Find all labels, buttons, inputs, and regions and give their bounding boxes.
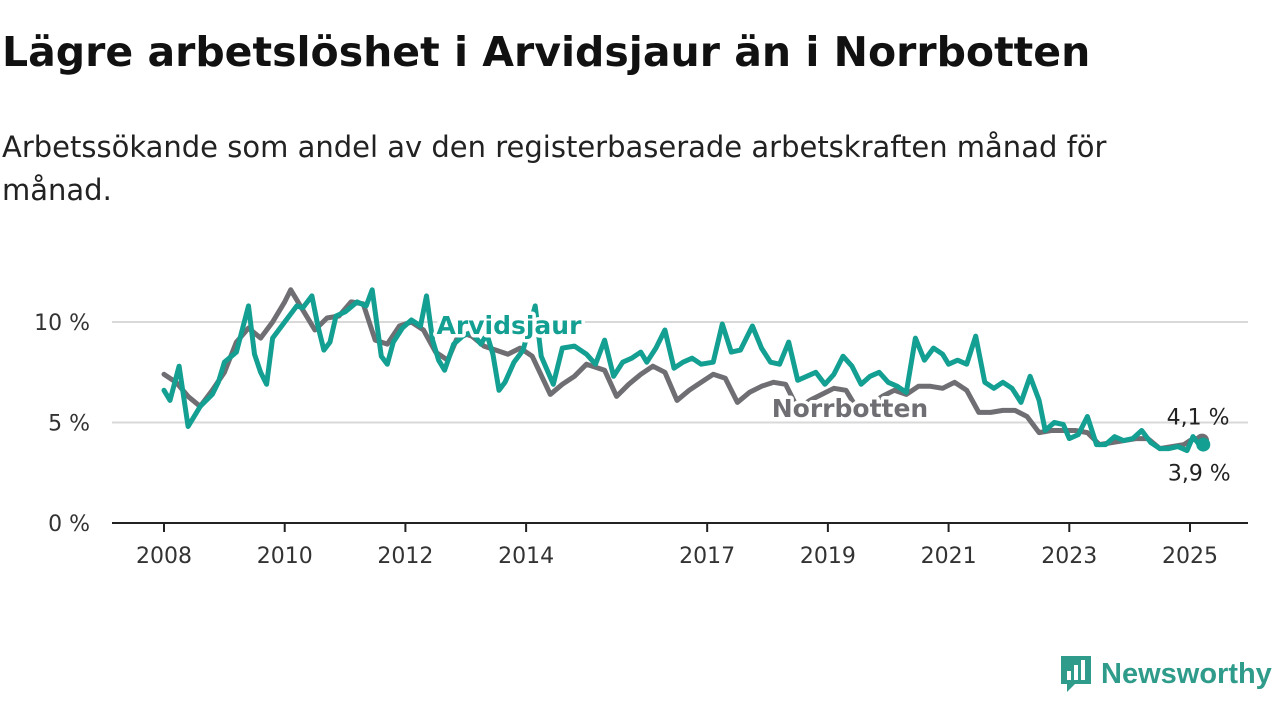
series-end-point-arvidsjaur (1196, 437, 1211, 452)
x-tick-label: 2014 (498, 544, 554, 569)
x-tick-label: 2025 (1162, 544, 1218, 569)
chart-title: Lägre arbetslöshet i Arvidsjaur än i Nor… (2, 28, 1091, 76)
chart-subtitle: Arbetssökande som andel av den registerb… (2, 130, 1107, 207)
grid-lines (112, 321, 1248, 424)
end-value-norrbotten: 4,1 % (1167, 406, 1230, 431)
line-chart: 0 %5 %10 % 2008 2010 2012 2014 2017 2019 2021 2… (34, 287, 1248, 569)
x-axis: 2008 2010 2012 2014 2017 2019 2021 2023 2025 (112, 522, 1248, 569)
series-name-norrbotten: Norrbotten (772, 394, 928, 423)
x-tick-label: 2019 (800, 544, 856, 569)
series-name-halo: Norrbotten (772, 394, 928, 423)
newsworthy-logo-icon (1061, 656, 1091, 692)
y-tick-label: 0 % (48, 512, 90, 537)
x-tick-label: 2021 (921, 544, 977, 569)
y-tick-label: 5 % (48, 412, 90, 437)
brand-name: Newsworthy (1101, 657, 1272, 690)
newsworthy-logo: Newsworthy (1059, 654, 1272, 694)
y-tick-label: 10 % (34, 311, 90, 336)
x-tick-label: 2010 (257, 544, 313, 569)
end-value-arvidsjaur: 3,9 % (1168, 462, 1231, 487)
x-tick-label: 2023 (1041, 544, 1097, 569)
y-axis-ticks: 0 % 5 % 10 % (34, 311, 90, 537)
series-name-arvidsjaur: Arvidsjaur (437, 311, 583, 340)
series-name-halo: Arvidsjaur (437, 311, 583, 340)
series-labels: ArvidsjaurArvidsjaurNorrbottenNorrbotten… (433, 308, 1231, 487)
x-tick-label: 2017 (679, 544, 735, 569)
series-lines (161, 287, 1211, 454)
x-tick-label: 2008 (136, 544, 192, 569)
series-line-arvidsjaur (161, 287, 1206, 454)
x-tick-label: 2012 (377, 544, 433, 569)
